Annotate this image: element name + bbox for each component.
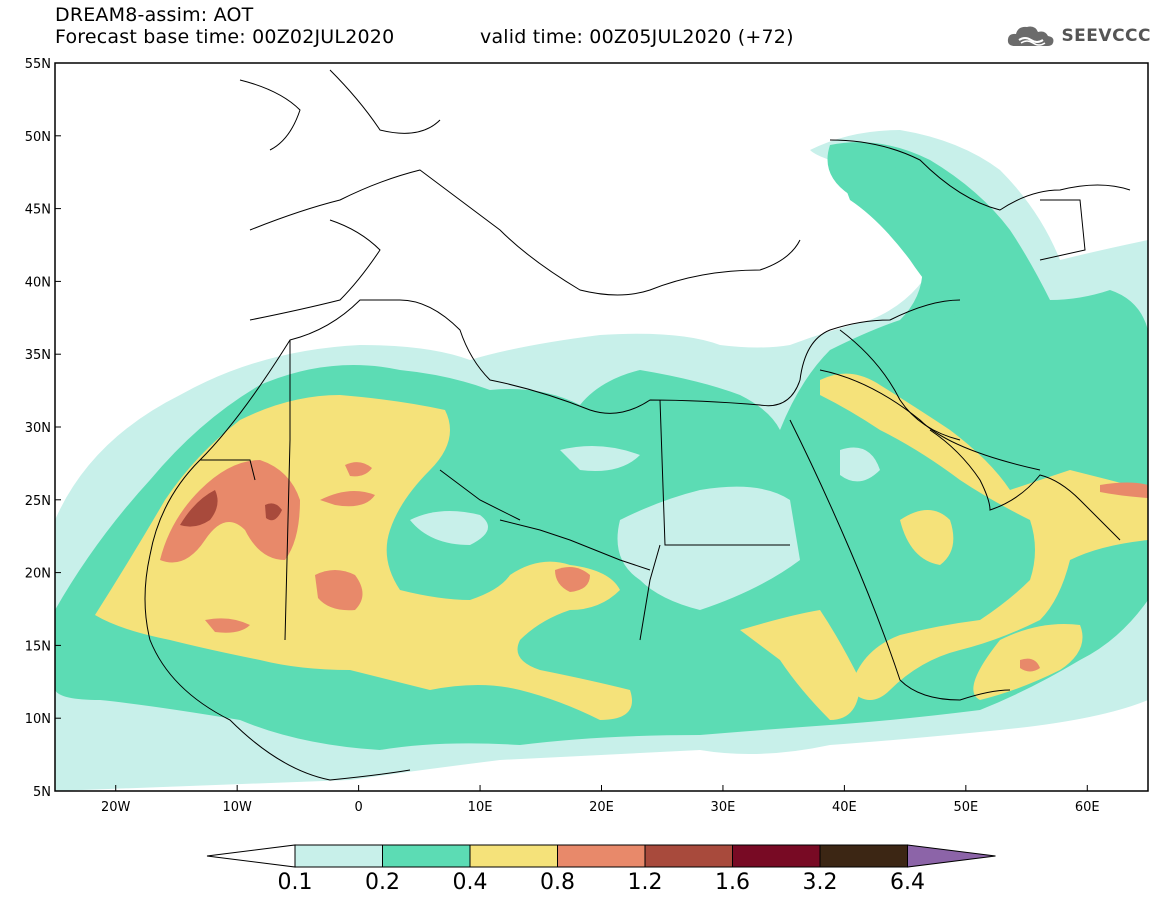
- lon-tick-label: 50E: [953, 800, 978, 815]
- colorbar-label: 0.2: [365, 870, 400, 895]
- lat-tick-label: 25N: [25, 494, 51, 509]
- lat-tick-label: 45N: [25, 203, 51, 218]
- colorbar-segment: [557, 844, 646, 868]
- lon-tick-label: 60E: [1075, 800, 1100, 815]
- lon-tick-label: 20W: [101, 800, 131, 815]
- colorbar: [206, 844, 996, 868]
- aot-holes: [410, 446, 880, 610]
- aot-field: [55, 63, 1148, 791]
- lat-tick-label: 5N: [33, 785, 51, 800]
- lat-tick-label: 20N: [25, 567, 51, 582]
- lat-tick-label: 15N: [25, 639, 51, 654]
- colorbar-segment: [469, 844, 558, 868]
- cloud-icon: [1008, 26, 1054, 46]
- map-title: DREAM8-assim: AOT: [55, 4, 254, 26]
- lat-tick-label: 10N: [25, 712, 51, 727]
- lat-tick-label: 55N: [25, 57, 51, 72]
- colorbar-label: 0.1: [277, 870, 313, 895]
- lat-tick-label: 40N: [25, 275, 51, 290]
- colorbar-label: 0.4: [452, 870, 488, 895]
- lon-tick-label: 0: [354, 800, 362, 815]
- lon-tick-label: 40E: [832, 800, 857, 815]
- longitude-axis: 20W 10W 0 10E 20E 30E 40E 50E 60E: [101, 785, 1100, 815]
- lon-tick-label: 30E: [711, 800, 736, 815]
- colorbar-segment: [294, 844, 383, 868]
- lat-tick-label: 30N: [25, 421, 51, 436]
- colorbar-over-arrow: [907, 844, 996, 868]
- logo-text: SEEVCCC: [1061, 26, 1151, 46]
- aot-level-0.8: [160, 460, 1148, 672]
- colorbar-under-arrow: [206, 844, 296, 868]
- lon-tick-label: 20E: [589, 800, 614, 815]
- lat-tick-label: 35N: [25, 348, 51, 363]
- lon-tick-label: 10W: [222, 800, 252, 815]
- colorbar-label: 3.2: [802, 870, 838, 895]
- lat-tick-label: 50N: [25, 130, 51, 145]
- colorbar-label: 6.4: [890, 870, 925, 895]
- colorbar-segment: [644, 844, 733, 868]
- colorbar-label: 0.8: [540, 870, 575, 895]
- colorbar-label: 1.2: [627, 870, 663, 895]
- aot-level-1.2: [180, 490, 282, 527]
- valid-time: valid time: 00Z05JUL2020 (+72): [480, 26, 794, 48]
- forecast-base-time: Forecast base time: 00Z02JUL2020: [55, 26, 395, 48]
- colorbar-segment: [732, 844, 821, 868]
- seevccc-logo: SEEVCCC: [1005, 22, 1151, 50]
- lon-tick-label: 10E: [468, 800, 493, 815]
- colorbar-label: 1.6: [715, 870, 750, 895]
- colorbar-segment: [382, 844, 471, 868]
- coastlines: [144, 69, 1131, 781]
- colorbar-segment: [819, 844, 908, 868]
- latitude-axis: 55N 50N 45N 40N 35N 30N 25N 20N 15N 10N 5N: [25, 57, 61, 800]
